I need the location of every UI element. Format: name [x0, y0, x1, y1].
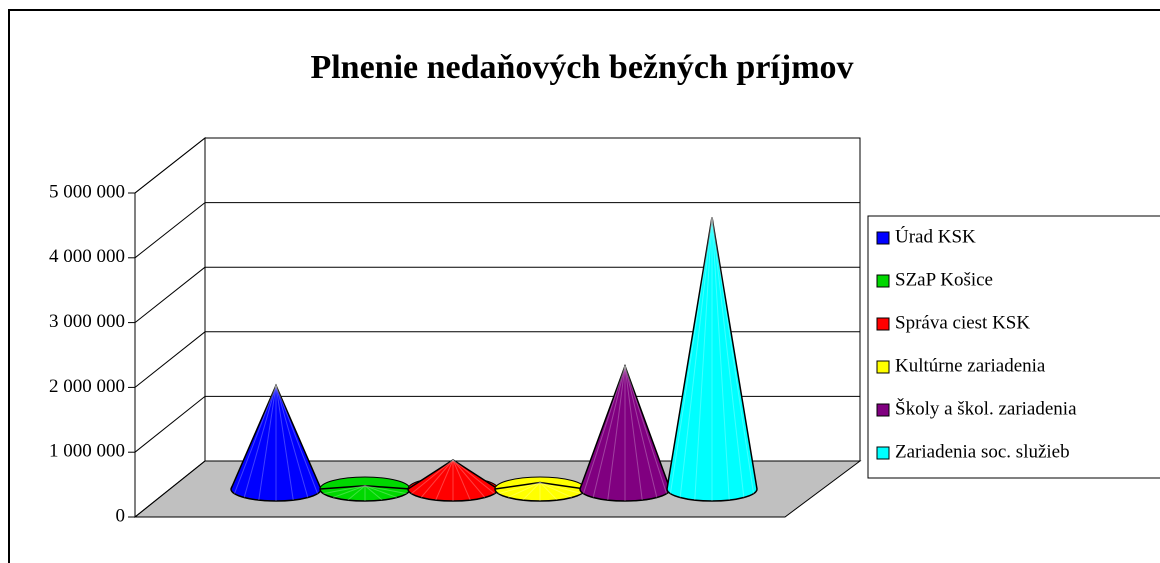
cone-part [258, 385, 277, 501]
cone-part [624, 365, 668, 494]
y-tick-label: 5 000 000 [49, 181, 125, 202]
grid-line [134, 331, 206, 388]
y-tick-label: 1 000 000 [49, 441, 125, 462]
chart-title: Plnenie nedaňových bežných príjmov [310, 49, 853, 86]
y-tick-label: 3 000 000 [49, 311, 125, 332]
legend-label: SZaP Košice [895, 269, 993, 290]
cone-part [452, 459, 471, 501]
legend-swatch [876, 360, 890, 374]
cone-part [452, 459, 495, 494]
cone-part [679, 217, 713, 498]
cone-part [711, 217, 730, 501]
cone-part [539, 482, 558, 501]
legend-swatch [876, 403, 890, 417]
cone-part [539, 482, 573, 498]
cone-part [666, 217, 758, 502]
cone-part [694, 217, 713, 501]
cone-part [522, 482, 541, 501]
cone-part [411, 459, 454, 494]
grid-line [134, 266, 206, 323]
cone-part [582, 365, 626, 494]
legend-label: Zariadenia soc. služieb [895, 441, 1070, 462]
grid-line [134, 396, 206, 453]
cone [230, 383, 322, 502]
legend [867, 215, 1160, 479]
cone-part [364, 485, 383, 501]
cone [319, 476, 411, 502]
cone-part [711, 217, 745, 498]
legend-swatch [876, 317, 890, 331]
legend-swatch [876, 274, 890, 288]
cone [494, 476, 586, 502]
cone-part [364, 485, 407, 495]
cone-part [275, 385, 309, 498]
cone [407, 458, 499, 502]
back-wall [204, 137, 861, 462]
cone-part [452, 459, 486, 498]
cone-part [347, 485, 366, 501]
y-tick-label: 2 000 000 [49, 376, 125, 397]
cone-part [607, 366, 626, 501]
grid-line [134, 202, 206, 259]
cone-part [333, 485, 366, 498]
cone-part [539, 482, 582, 495]
cone-part [507, 482, 541, 498]
legend-label: Úrad KSK [895, 225, 976, 247]
legend-swatch [876, 446, 890, 460]
legend-label: Školy a škol. zariadenia [895, 397, 1077, 419]
cone-part [669, 217, 713, 494]
cone-part [624, 366, 643, 501]
cone [666, 217, 758, 502]
cone-part [498, 482, 541, 495]
cone-part [624, 365, 658, 498]
cone-part [275, 385, 294, 501]
cone-part [592, 365, 626, 498]
cone-part [275, 385, 319, 494]
cone-part [233, 385, 277, 494]
cone-part [711, 217, 755, 494]
side-wall [134, 136, 206, 519]
cone-part [420, 459, 454, 498]
legend-label: Kultúrne zariadenia [895, 355, 1046, 376]
y-tick-label: 4 000 000 [49, 246, 125, 267]
grid-line [134, 460, 206, 518]
legend-swatch [876, 231, 890, 245]
cone-part [435, 459, 454, 501]
cone-part [230, 383, 322, 502]
grid-line [134, 137, 206, 194]
legend-label: Správa ciest KSK [895, 312, 1030, 333]
cone-part [364, 485, 397, 498]
cone-part [243, 385, 277, 498]
cone-part [323, 485, 366, 495]
y-tick-label: 0 [116, 505, 126, 526]
